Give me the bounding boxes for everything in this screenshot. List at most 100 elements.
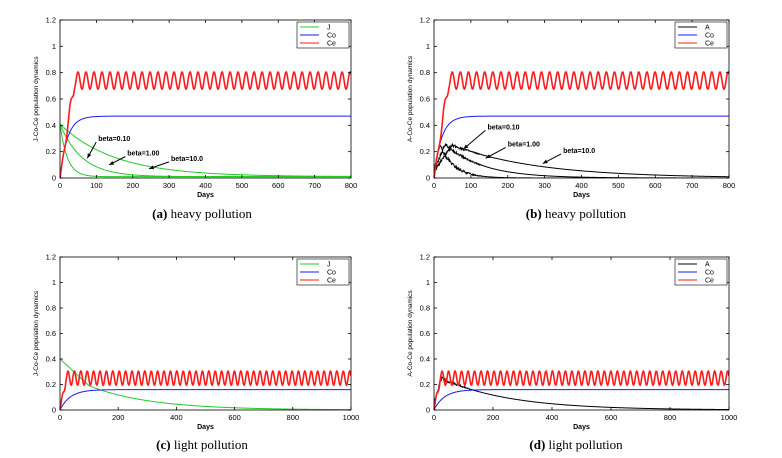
x-tick-label: 200 [501,181,514,190]
y-tick-label: 0.2 [420,380,430,389]
legend-label-ce: Ce [327,278,336,285]
legend-label-co: Co [705,33,714,40]
legend-label-ce: Ce [705,41,714,48]
y-tick-label: 0.6 [46,329,56,338]
chart-d: 0 200 400 600 800 1000 0 0.2 0.4 0.6 0.8 1 1.2 Days A-… [407,253,737,432]
series-co-c [60,389,351,410]
x-tick-label: 700 [308,181,321,190]
annotation-arrowhead [149,165,155,170]
x-tick-label: 0 [432,181,436,190]
y-tick-label: 0 [426,174,430,183]
series-a-curve-3-b [434,143,729,178]
legend-label-co: Co [327,270,336,277]
y-tick-label: 0.6 [420,329,430,338]
annotation-1: beta=0.10 [463,124,520,150]
y-tick-label: 0.8 [420,304,430,313]
y-tick-label: 0.8 [46,304,56,313]
x-tick-label: 600 [649,181,662,190]
annotation-arrow [463,129,486,150]
series-j-curve-2-a [60,123,351,178]
y-tick-label: 0.4 [46,355,56,364]
x-tick-label: 1000 [343,413,360,422]
chart-c: 0 200 400 600 800 1000 0 0.2 0.4 0.6 0.8 1 1.2 Days J-… [33,253,359,432]
x-tick-label: 800 [664,413,677,422]
caption-b: (b) heavy pollution [525,206,627,221]
series-co-b [434,115,729,178]
y-tick-label: 0.8 [420,68,430,77]
annotation-label: beta=0.10 [487,124,519,131]
annotation-label: beta=0.10 [98,136,130,143]
series-j-curve-3-a [60,123,351,177]
series-ce-b [434,70,729,178]
y-tick-label: 0.6 [420,95,430,104]
x-tick-label: 500 [612,181,625,190]
series-j-c [60,358,351,410]
annotation-2: beta=1.00 [485,141,540,159]
y-tick-label: 0.4 [420,121,430,130]
y-tick-label: 0.4 [46,121,56,130]
x-tick-label: 200 [487,413,500,422]
y-axis-label: A-Co-Ce population dynamics [407,55,414,142]
x-axis-label: Days [573,424,590,431]
annotation-arrowhead [463,144,469,150]
plot-area-c [60,358,351,410]
series-ce-d [434,369,729,410]
y-tick-label: 1.2 [420,253,430,262]
y-tick-label: 1.2 [420,16,430,25]
x-tick-label: 100 [465,181,478,190]
series-j-curve-1-a [60,123,351,178]
x-tick-label: 800 [345,181,358,190]
y-axis-label: J-Co-Ce population dynamics [33,56,40,142]
legend-label-ce: Ce [705,278,714,285]
annotation-3: beta=10.0 [148,156,203,170]
y-axis-label: J-Co-Ce population dynamics [33,290,40,376]
annotation-label: beta=10.0 [171,156,203,163]
x-tick-label: 400 [575,181,588,190]
annotation-arrowhead [109,161,115,165]
y-tick-label: 0.2 [46,147,56,156]
series-co-d [434,389,729,410]
x-tick-label: 800 [723,181,736,190]
series-co-a [60,115,351,178]
chart-a: 0 100 200 300 400 500 600 700 800 0 0.2 0.4 0.6 0.8 1 1… [33,16,357,200]
x-tick-label: 300 [538,181,551,190]
annotation-1: beta=0.10 [86,136,130,159]
y-tick-label: 1 [52,278,56,287]
annotation-label: beta=10.0 [563,148,595,155]
x-axis-label: Days [573,192,590,199]
caption-c: (c) light pollution [156,437,248,452]
annotation-label: beta=1.00 [127,151,159,158]
plot-area-d [434,369,729,410]
series-ce-a [60,70,351,178]
x-tick-label: 800 [287,413,300,422]
series-a-d [434,376,729,410]
x-tick-label: 400 [546,413,559,422]
x-tick-label: 0 [432,413,436,422]
y-tick-label: 0.8 [46,68,56,77]
y-axis-label: A-Co-Ce population dynamics [407,290,414,377]
y-tick-label: 0.4 [420,355,430,364]
x-tick-label: 300 [163,181,176,190]
x-tick-label: 600 [605,413,618,422]
annotation-3: beta=10.0 [542,148,595,164]
x-tick-label: 600 [228,413,241,422]
y-tick-label: 1.2 [46,253,56,262]
legend-label-a: A [705,262,710,269]
annotation-arrowhead [87,153,92,159]
x-tick-label: 400 [199,181,212,190]
y-tick-label: 1 [426,42,430,51]
series-a-curve-1-b [434,144,729,178]
annotation-label: beta=1.00 [508,141,540,148]
plot-area-a [60,70,351,178]
x-tick-label: 0 [58,181,62,190]
chart-b: 0 100 200 300 400 500 600 700 800 0 0.2 0.4 0.6 0.8 1 1… [407,16,735,200]
y-tick-label: 0 [52,406,56,415]
x-tick-label: 600 [272,181,285,190]
y-tick-label: 1.2 [46,16,56,25]
x-axis-label: Days [197,424,214,431]
